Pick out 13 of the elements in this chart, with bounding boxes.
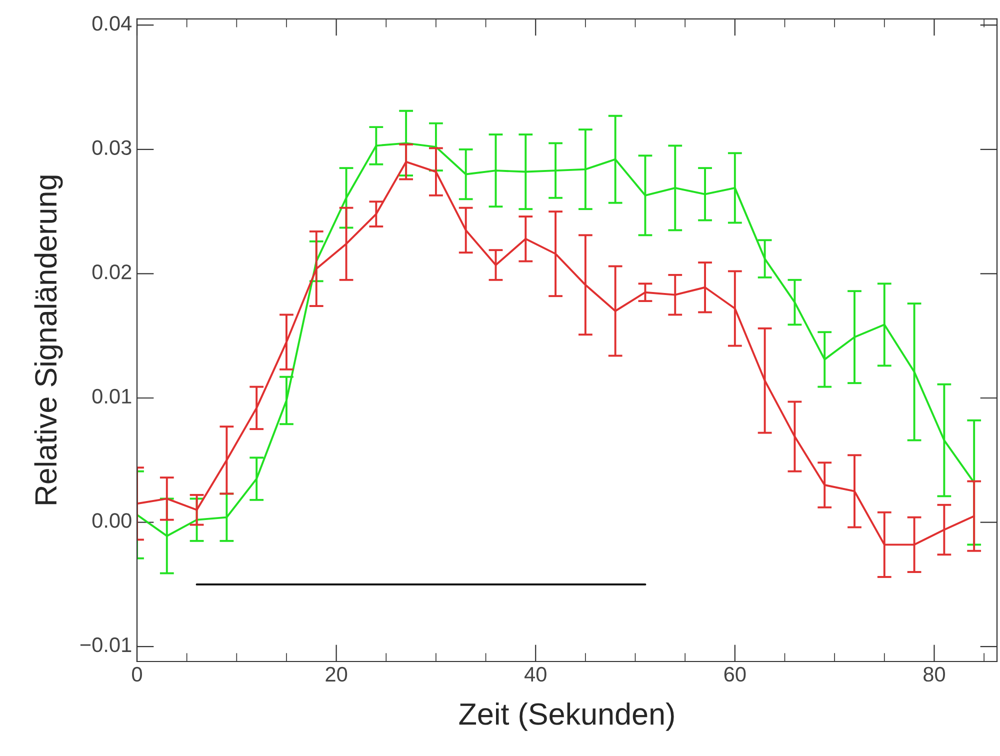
y-tick-label: 0.03 [92, 140, 132, 155]
x-axis-title: Zeit (Sekunden) [459, 702, 674, 731]
y-tick-label: 0.02 [92, 264, 132, 280]
y-tick-label: 0.00 [92, 513, 132, 528]
x-tick-label: 0 [132, 666, 142, 682]
y-tick-label: −0.01 [80, 637, 132, 652]
x-tick-label: 40 [524, 666, 546, 682]
x-tick-label: 60 [724, 666, 746, 682]
y-tick-label: 0.01 [92, 388, 132, 404]
y-tick-label: 0.04 [92, 16, 132, 31]
x-tick-label: 20 [326, 666, 348, 682]
x-tick-label: 80 [924, 666, 945, 682]
y-axis-title: Relative Signaländerung [34, 176, 63, 504]
